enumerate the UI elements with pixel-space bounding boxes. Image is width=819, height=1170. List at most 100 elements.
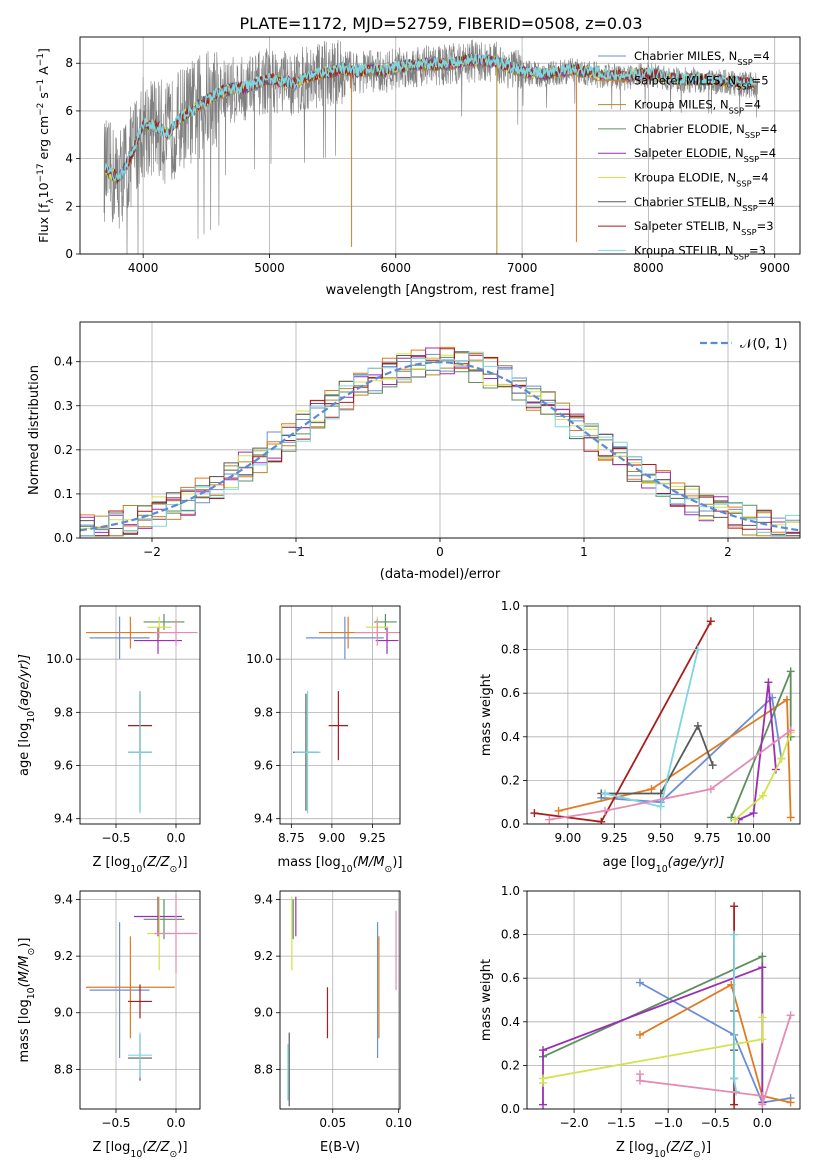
mass-vs-Z-xtick-label: 0.0 xyxy=(166,1116,185,1130)
mass-weight-point xyxy=(786,813,795,822)
mass-vs-ebv-grid xyxy=(280,891,400,1109)
legend-label: Kroupa ELODIE, NSSP=4 xyxy=(634,171,769,189)
legend-label: Kroupa STELIB, NSSP=3 xyxy=(634,243,766,261)
spectrum-panel: 4000 5000 6000 7000 8000 9000 0 2 4 6 8 wavelength … xyxy=(36,36,801,298)
mass-weight-point xyxy=(758,1100,767,1109)
mass-weight-point xyxy=(783,695,791,704)
mass-weight-point xyxy=(597,817,606,824)
residuals-xtick-label: 1 xyxy=(580,545,588,559)
residuals-ylabel: Normed distribution xyxy=(27,365,42,495)
mass-weight-point xyxy=(731,815,739,824)
mass-weight-series-line xyxy=(534,620,712,823)
mass-weight-point xyxy=(758,1091,767,1100)
legend-label: Kroupa MILES, NSSP=4 xyxy=(634,98,761,116)
mass-vs-ebv-xtick-label: 0.10 xyxy=(385,1116,412,1130)
mass-weight-vs-age-xtick-label: 9.50 xyxy=(647,831,674,845)
residuals-ytick-label: 0.0 xyxy=(54,531,73,545)
mass-weight-point xyxy=(647,785,656,794)
mass-weight-vs-Z-ytick-label: 0.8 xyxy=(501,928,520,942)
mass-weight-point xyxy=(786,667,795,676)
age-vs-mass-ytick-label: 9.6 xyxy=(254,759,273,773)
age-vs-mass-panel: 8.75 9.00 9.25 9.4 9.6 9.8 10.0 mass [log10(M/M… xyxy=(246,605,403,875)
mass-weight-series-line xyxy=(738,682,777,821)
mass-weight-series-line xyxy=(542,965,764,1105)
spectrum-xtick-label: 5000 xyxy=(254,261,285,275)
mass-weight-vs-Z-xtick-label: −1.0 xyxy=(654,1116,683,1130)
age-vs-mass-xlabel: mass [log10(M/M⊙)] xyxy=(278,855,403,875)
mass-vs-ebv-ytick-label: 9.0 xyxy=(254,1006,273,1020)
mass-weight-point xyxy=(656,802,665,811)
mass-weight-vs-Z-xtick-label: 0.0 xyxy=(753,1116,772,1130)
mass-weight-point xyxy=(635,978,644,987)
legend-label: Salpeter MILES, NSSP=5 xyxy=(634,73,769,91)
residuals-xtick-label: 0 xyxy=(436,545,444,559)
residuals-axes-frame xyxy=(79,321,801,539)
mass-weight-vs-age-xtick-label: 9.75 xyxy=(694,831,721,845)
residuals-xtick-label: −2 xyxy=(143,545,161,559)
mass-weight-vs-age-xtick-label: 9.00 xyxy=(554,831,581,845)
mass-weight-vs-Z-xtick-label: −1.5 xyxy=(607,1116,636,1130)
mass-weight-point xyxy=(786,726,795,735)
mass-weight-vs-Z-ytick-label: 1.0 xyxy=(501,884,520,898)
mass-weight-vs-age-xtick-label: 10.00 xyxy=(736,831,770,845)
mass-weight-point xyxy=(786,1011,795,1020)
legend-label: Chabrier STELIB, NSSP=4 xyxy=(634,195,775,213)
mass-weight-point xyxy=(758,963,767,972)
mass-weight-vs-Z-xtick-label: −2.0 xyxy=(559,1116,588,1130)
mass-weight-series-line xyxy=(733,934,737,1092)
mass-weight-point xyxy=(758,952,767,961)
mass-vs-Z-xlabel: Z [log10(Z/Z⊙)] xyxy=(92,1140,187,1160)
age-vs-Z-ytick-label: 9.6 xyxy=(54,759,73,773)
spectrum-axes-frame xyxy=(79,36,801,255)
mass-vs-Z-ytick-label: 9.2 xyxy=(54,949,73,963)
legend-label: Salpeter STELIB, NSSP=3 xyxy=(634,219,774,237)
residuals-xlabel: (data-model)/error xyxy=(380,567,501,582)
age-vs-mass-xtick-label: 9.25 xyxy=(359,831,386,845)
mass-weight-vs-age-xtick-label: 9.25 xyxy=(601,831,628,845)
mass-weight-point xyxy=(539,1074,548,1083)
spectrum-xtick-label: 8000 xyxy=(633,261,664,275)
spectrum-ytick-label: 4 xyxy=(65,152,73,166)
age-vs-mass-axes-frame xyxy=(279,605,401,825)
age-vs-Z-ytick-label: 10.0 xyxy=(46,652,73,666)
age-vs-Z-xtick-label: −0.5 xyxy=(101,831,130,845)
mass-vs-ebv-plot-area xyxy=(287,896,397,1107)
age-vs-Z-xlabel: Z [log10(Z/Z⊙)] xyxy=(92,855,187,875)
spectrum-xtick-label: 9000 xyxy=(759,261,790,275)
residual-histogram-panel: −2 −1 0 1 2 0.0 0.1 0.2 0.3 0.4 𝒩(0, 1) (data-model… xyxy=(27,321,801,582)
mass-weight-vs-age-ytick-label: 1.0 xyxy=(501,599,520,613)
age-vs-mass-xtick-label: 9.00 xyxy=(319,831,346,845)
mass-vs-Z-ytick-label: 8.8 xyxy=(54,1062,73,1076)
age-vs-metallicity-panel: −0.5 0.0 9.4 9.6 9.8 10.0 Z [log10(Z/Z⊙)] age [… xyxy=(17,605,201,875)
spectrum-ytick-label: 2 xyxy=(65,199,73,213)
mass-weight-series-line xyxy=(601,695,783,804)
mass-weight-point xyxy=(758,791,767,800)
mass-weight-point xyxy=(730,930,739,939)
residuals-ytick-label: 0.3 xyxy=(54,399,73,413)
mass-vs-Z-ytick-label: 9.4 xyxy=(54,892,73,906)
mass-weight-point xyxy=(601,789,609,798)
mass-weight-vs-Z-xlabel: Z [log10(Z/Z⊙)] xyxy=(616,1140,711,1160)
age-vs-mass-ytick-label: 10.0 xyxy=(246,652,273,666)
mass-weight-point xyxy=(693,721,702,730)
mass-vs-metallicity-panel: −0.5 0.0 8.8 9.0 9.2 9.4 Z [log10(Z/Z⊙)] mass [… xyxy=(17,890,201,1160)
mass-vs-ebv-xtick-label: 0.05 xyxy=(319,1116,346,1130)
mass-weight-point xyxy=(545,815,554,824)
spectrum-xlabel: wavelength [Angstrom, rest frame] xyxy=(326,283,555,298)
residuals-ytick-label: 0.4 xyxy=(54,355,73,369)
mass-vs-ebv-axes-frame xyxy=(279,890,401,1110)
mass-weight-vs-Z-ytick-label: 0.2 xyxy=(501,1058,520,1072)
legend-label: Chabrier MILES, NSSP=4 xyxy=(634,49,770,67)
mass-weight-vs-Z-plot-area xyxy=(539,902,795,1109)
mass-weight-vs-age-ytick-label: 0.6 xyxy=(501,686,520,700)
residual-histogram-step xyxy=(80,351,800,538)
spectrum-legend: Chabrier MILES, NSSP=4 Salpeter MILES, NS… xyxy=(598,49,777,261)
mass-weight-point xyxy=(764,678,773,687)
mass-weight-series-line xyxy=(601,723,714,795)
age-vs-Z-xtick-label: 0.0 xyxy=(166,831,185,845)
mass-weight-point xyxy=(601,806,609,815)
residuals-ytick-label: 0.2 xyxy=(54,443,73,457)
age-vs-Z-plot-area xyxy=(86,613,198,814)
mass-weight-point xyxy=(777,754,786,763)
